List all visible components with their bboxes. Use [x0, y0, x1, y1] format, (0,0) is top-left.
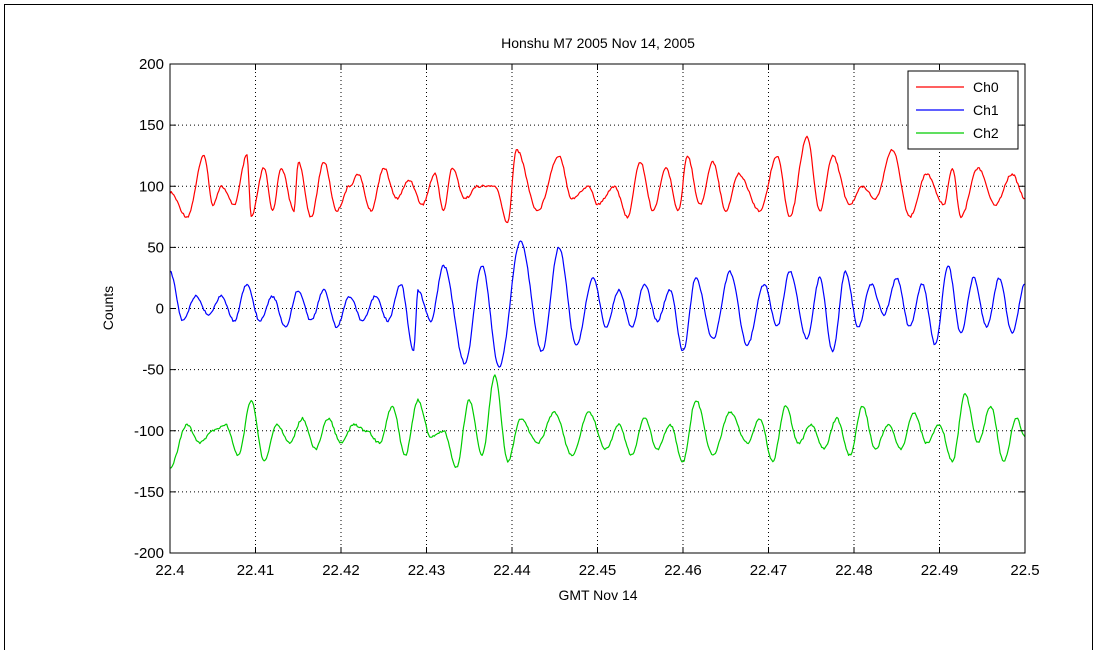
series-line-ch0 — [169, 135, 1026, 224]
y-axis-label: Counts — [100, 286, 116, 330]
y-tick-label: 100 — [139, 178, 164, 195]
x-tick-label: 22.44 — [493, 562, 531, 579]
x-tick-label: 22.46 — [664, 562, 702, 579]
series-line-ch2 — [169, 374, 1026, 469]
x-tick-label: 22.4 — [155, 562, 184, 579]
y-tick-label: -100 — [134, 423, 164, 440]
series-lines — [169, 135, 1026, 469]
y-tick-label: 50 — [147, 239, 164, 256]
axis-ticks: 22.4 22.41 22.42 22.43 22.44 22.45 22.46 22.47 2… — [134, 56, 1040, 579]
x-tick-label: 22.43 — [408, 562, 446, 579]
legend-label-ch0: Ch0 — [973, 79, 999, 95]
legend-label-ch2: Ch2 — [973, 125, 999, 141]
x-tick-label: 22.5 — [1010, 562, 1039, 579]
legend-label-ch1: Ch1 — [973, 102, 999, 118]
y-tick-label: -150 — [134, 484, 164, 501]
x-tick-label: 22.47 — [750, 562, 788, 579]
grid-lines — [170, 64, 1025, 553]
y-tick-label: -50 — [142, 362, 164, 379]
x-tick-label: 22.48 — [835, 562, 873, 579]
x-tick-label: 22.42 — [322, 562, 360, 579]
y-tick-label: -200 — [134, 545, 164, 562]
chart-title: Honshu M7 2005 Nov 14, 2005 — [501, 35, 695, 51]
y-tick-label: 0 — [156, 301, 164, 318]
x-tick-label: 22.41 — [237, 562, 275, 579]
legend: Ch0 Ch1 Ch2 — [907, 70, 1019, 150]
x-tick-label: 22.49 — [921, 562, 959, 579]
y-tick-label: 200 — [139, 56, 164, 73]
series-line-ch1 — [169, 240, 1026, 368]
x-tick-label: 22.45 — [579, 562, 617, 579]
frame-gap — [1088, 405, 1092, 653]
x-axis-label: GMT Nov 14 — [558, 587, 637, 603]
y-tick-label: 150 — [139, 117, 164, 134]
figure-frame — [4, 4, 1093, 653]
